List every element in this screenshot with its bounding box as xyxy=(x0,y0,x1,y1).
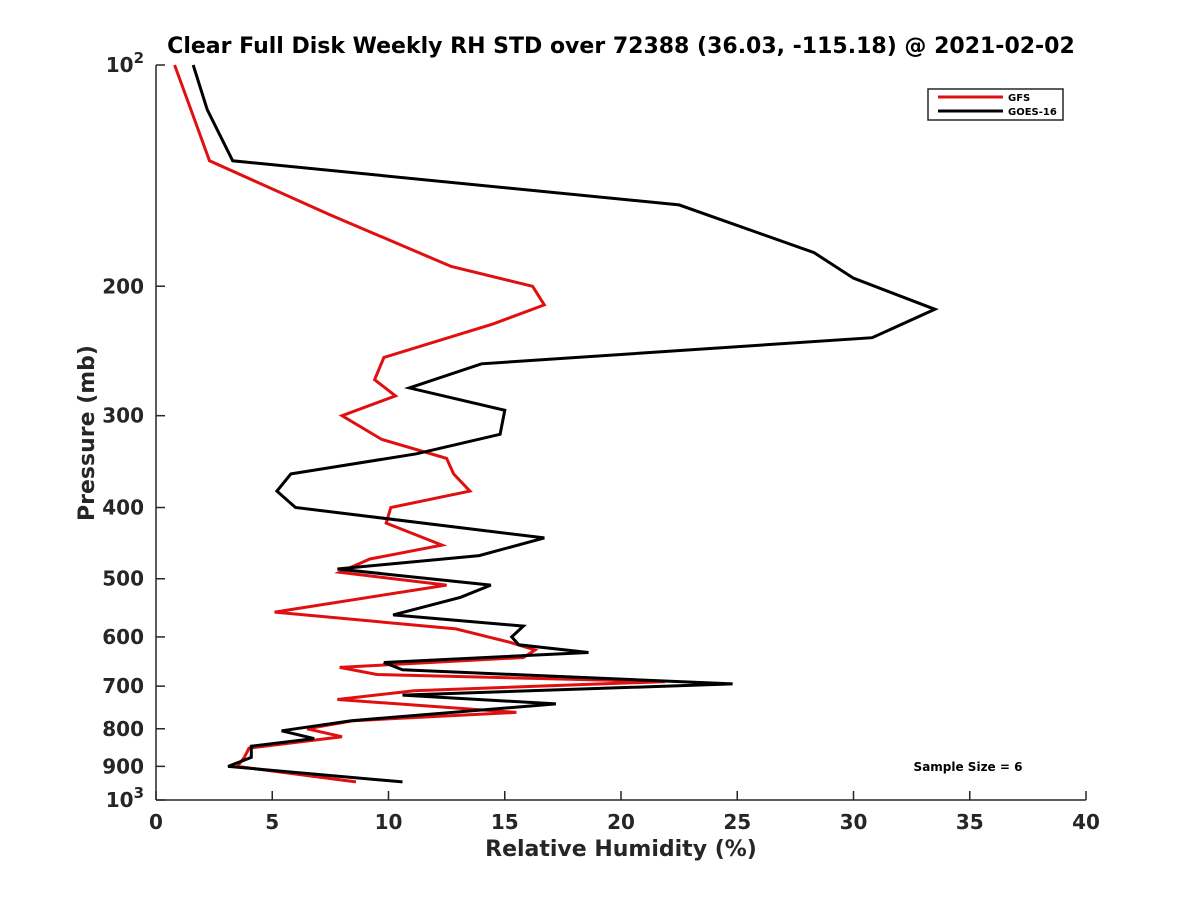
x-tick-label: 5 xyxy=(265,810,279,834)
y-tick-label: 600 xyxy=(102,625,144,649)
legend-box xyxy=(927,88,1064,121)
y-tick-label: 103 xyxy=(106,784,144,812)
x-tick-label: 10 xyxy=(375,810,403,834)
plot-background xyxy=(156,65,1086,800)
x-tick-label: 35 xyxy=(956,810,984,834)
x-tick-label: 25 xyxy=(723,810,751,834)
x-axis: 0 5 10 15 20 25 30 35 40 xyxy=(149,791,1100,834)
y-tick-label: 700 xyxy=(102,674,144,698)
series-line-gfs xyxy=(173,64,666,784)
y-axis-title: Pressure (mb) xyxy=(75,345,100,521)
y-tick-label: 800 xyxy=(102,717,144,741)
x-tick-label: 30 xyxy=(840,810,868,834)
chart-title: Clear Full Disk Weekly RH STD over 72388… xyxy=(167,34,1075,59)
series-layer xyxy=(173,64,939,784)
y-tick-label: 102 xyxy=(106,49,144,77)
x-axis-title: Relative Humidity (%) xyxy=(485,837,757,862)
x-tick-label: 40 xyxy=(1072,810,1100,834)
legend: GFS GOES-16 xyxy=(927,88,1064,121)
y-tick-label: 300 xyxy=(102,404,144,428)
sample-size-annotation: Sample Size = 6 xyxy=(914,760,1023,774)
x-tick-label: 15 xyxy=(491,810,519,834)
y-tick-label: 400 xyxy=(102,496,144,520)
series-line-goes-16 xyxy=(191,64,939,784)
legend-label: GOES-16 xyxy=(1008,107,1057,118)
y-axis: 102 200 300 400 500 600 700 800 900 103 xyxy=(102,49,165,812)
plot-area xyxy=(156,65,1086,800)
x-tick-label: 20 xyxy=(607,810,635,834)
y-tick-label: 500 xyxy=(102,567,144,591)
y-tick-label: 900 xyxy=(102,754,144,778)
legend-label: GFS xyxy=(1008,93,1030,104)
y-tick-label: 200 xyxy=(102,274,144,298)
x-tick-label: 0 xyxy=(149,810,163,834)
